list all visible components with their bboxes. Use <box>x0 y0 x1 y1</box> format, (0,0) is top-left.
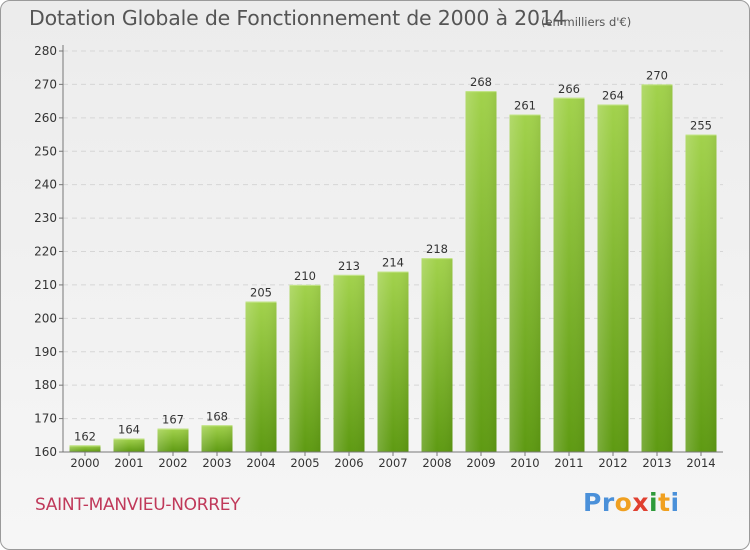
x-tick-label: 2013 <box>642 456 671 470</box>
y-tick-label: 220 <box>34 245 57 259</box>
x-tick-label: 2009 <box>466 456 495 470</box>
y-tick-label: 160 <box>34 445 57 459</box>
logo-letter: t <box>658 488 671 517</box>
proxiti-logo: Proxiti <box>583 488 680 517</box>
bar-shine <box>245 301 277 452</box>
data-label: 218 <box>426 242 448 256</box>
data-label: 268 <box>470 75 492 89</box>
data-label: 261 <box>514 98 536 112</box>
data-label: 255 <box>690 119 712 133</box>
bar-shine <box>289 284 321 452</box>
data-label: 213 <box>338 259 360 273</box>
bar-shine <box>509 114 541 452</box>
data-label: 266 <box>558 82 580 96</box>
x-tick-label: 2007 <box>378 456 407 470</box>
x-tick-label: 2004 <box>246 456 275 470</box>
bar-shine <box>685 134 717 452</box>
y-tick-label: 200 <box>34 311 57 325</box>
x-tick-label: 2000 <box>70 456 99 470</box>
data-label: 205 <box>250 286 272 300</box>
x-tick-label: 2001 <box>114 456 143 470</box>
data-label: 210 <box>294 269 316 283</box>
y-tick-label: 230 <box>34 211 57 225</box>
y-tick-label: 280 <box>34 44 57 58</box>
data-label: 264 <box>602 88 624 102</box>
commune-name: SAINT-MANVIEU-NORREY <box>35 495 241 515</box>
y-tick-label: 260 <box>34 111 57 125</box>
x-tick-label: 2012 <box>598 456 627 470</box>
bar-shine <box>641 84 673 453</box>
data-label: 270 <box>646 68 668 82</box>
bar-shine <box>201 425 233 452</box>
data-label: 162 <box>74 429 96 443</box>
x-tick-label: 2010 <box>510 456 539 470</box>
x-tick-label: 2008 <box>422 456 451 470</box>
x-tick-label: 2003 <box>202 456 231 470</box>
logo-letter: i <box>670 488 680 517</box>
bar-shine <box>377 271 409 452</box>
x-tick-label: 2014 <box>686 456 715 470</box>
y-tick-label: 190 <box>34 345 57 359</box>
y-tick-label: 250 <box>34 144 57 158</box>
chart-subtitle: (en milliers d'€) <box>541 15 632 29</box>
data-label: 167 <box>162 413 184 427</box>
data-label: 164 <box>118 423 140 437</box>
logo-letter: o <box>614 488 633 517</box>
bar-shine <box>421 258 453 452</box>
y-tick-label: 180 <box>34 378 57 392</box>
bar-shine <box>465 91 497 452</box>
bar-shine <box>333 274 365 452</box>
x-tick-label: 2002 <box>158 456 187 470</box>
data-label: 214 <box>382 256 404 270</box>
bar-shine <box>69 445 101 452</box>
bar-shine <box>597 104 629 452</box>
y-tick-label: 270 <box>34 77 57 91</box>
bar-shine <box>113 438 145 452</box>
y-tick-label: 210 <box>34 278 57 292</box>
bar-shine <box>553 97 585 453</box>
bar-shine <box>157 428 189 452</box>
bars-group: 162 164 167 168 205 210 213 214 218 268 261 266 264 2… <box>69 68 717 453</box>
logo-letter: x <box>632 488 649 517</box>
logo-letter: r <box>601 488 615 517</box>
data-label: 168 <box>206 409 228 423</box>
logo-letter: i <box>649 488 659 517</box>
axes-group: 160 170 180 190 200 210 220 230 240 250 260 270 280 2… <box>34 44 723 470</box>
y-tick-label: 240 <box>34 178 57 192</box>
logo-letter: P <box>583 488 602 517</box>
y-tick-label: 170 <box>34 412 57 426</box>
chart-title: Dotation Globale de Fonctionnement de 20… <box>29 6 566 30</box>
x-tick-label: 2006 <box>334 456 363 470</box>
x-tick-label: 2011 <box>554 456 583 470</box>
x-tick-label: 2005 <box>290 456 319 470</box>
